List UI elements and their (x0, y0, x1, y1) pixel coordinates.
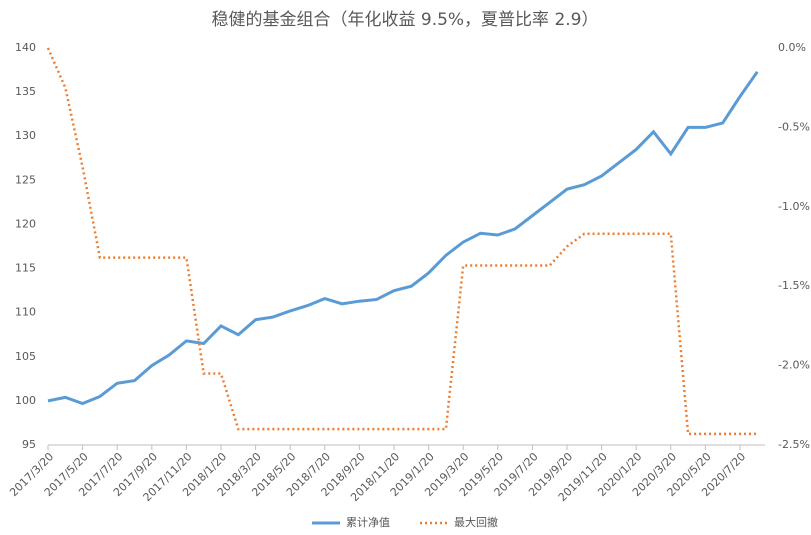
y-tick-label: 105 (15, 350, 36, 363)
y-tick-label: 95 (22, 438, 36, 451)
chart-title: 稳健的基金组合（年化收益 9.5%，夏普比率 2.9） (211, 10, 598, 30)
y-tick-label: 140 (15, 41, 36, 54)
legend-label: 累计净值 (346, 515, 390, 529)
y2-tick-label: -2.5% (778, 438, 810, 451)
y2-tick-label: -2.0% (778, 359, 810, 372)
y-tick-label: 100 (15, 394, 36, 407)
y2-tick-label: -1.5% (778, 279, 810, 292)
y-tick-label: 135 (15, 85, 36, 98)
y-tick-label: 130 (15, 129, 36, 142)
legend-label: 最大回撤 (454, 515, 498, 529)
series-line (47, 70, 759, 406)
y-tick-label: 110 (15, 306, 36, 319)
y2-tick-label: -0.5% (778, 120, 810, 133)
y-tick-label: 115 (15, 262, 36, 275)
series-line (46, 47, 758, 436)
y-tick-label: 125 (15, 173, 36, 186)
y-tick-label: 120 (15, 217, 36, 230)
y2-tick-label: 0.0% (778, 41, 806, 54)
y2-tick-label: -1.0% (778, 200, 810, 213)
